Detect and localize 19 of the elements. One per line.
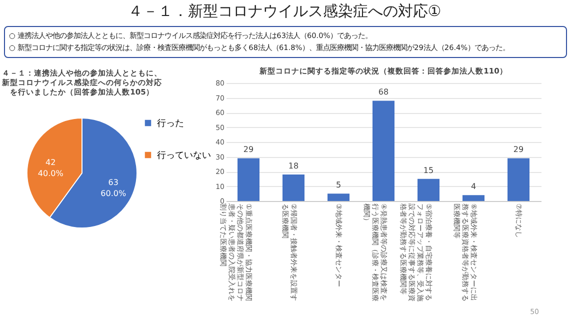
legend-label: 行った	[157, 118, 184, 129]
data-label: 18	[288, 161, 299, 170]
data-label: 15	[423, 166, 434, 175]
bar	[282, 174, 304, 201]
bar	[462, 195, 484, 201]
data-label: 5	[336, 180, 342, 190]
bar	[372, 100, 394, 201]
bar	[238, 158, 260, 201]
data-label: 29	[513, 145, 524, 154]
data-label: 68	[378, 88, 389, 97]
bar	[418, 178, 440, 201]
data-label: 4	[470, 182, 476, 192]
data-label: 42 40.0%	[38, 158, 64, 178]
data-label: 63 60.0%	[100, 178, 126, 198]
data-label: 29	[243, 145, 254, 154]
text: ４－１．新型コロナウイルス感染症への対応①	[126, 2, 442, 21]
legend-label: 行っていない	[157, 150, 211, 161]
bar	[508, 158, 530, 201]
bar	[328, 194, 350, 201]
